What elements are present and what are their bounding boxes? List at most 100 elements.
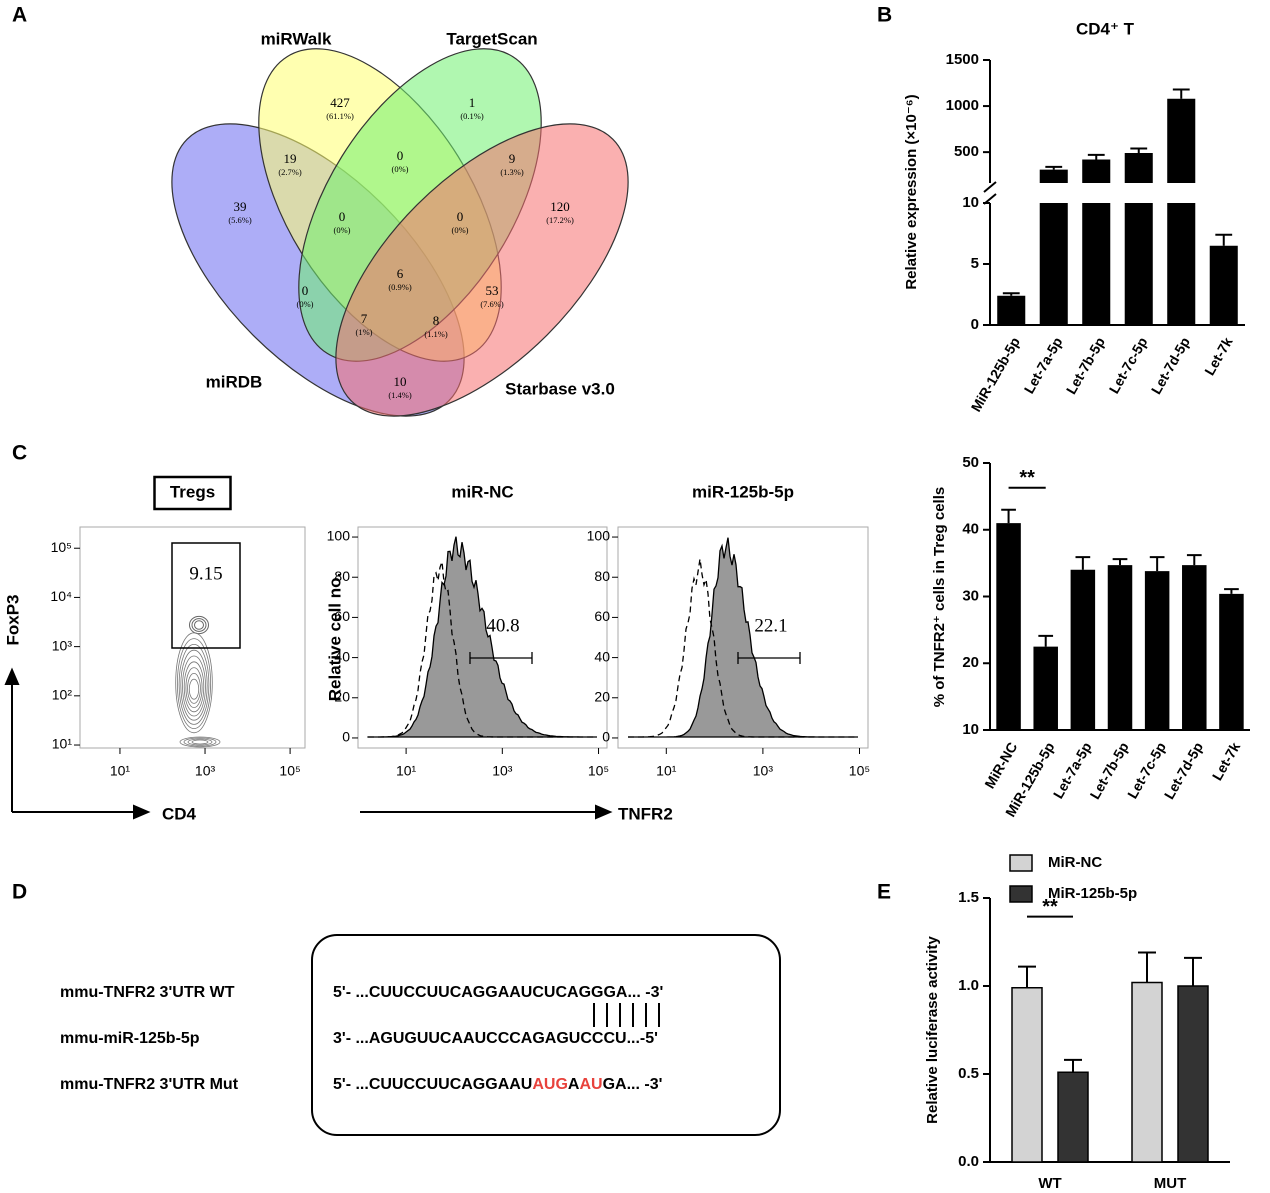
flow-arrows (4, 667, 613, 820)
bar (1057, 1071, 1089, 1163)
x-tick-label: 10³ (195, 763, 216, 779)
y-tick-label: 10¹ (52, 736, 73, 752)
sequence-part: A (568, 1076, 580, 1093)
sequence: 5'- ...CUUCCUUCAGGAAUCUCAGGGA... -3' (333, 984, 663, 1001)
y-tick-label: 20 (334, 688, 350, 704)
contour (194, 620, 204, 630)
contour (182, 655, 206, 717)
y-tick-label: 100 (587, 528, 611, 544)
y-tick-label: 0 (602, 729, 610, 745)
y-tick-label: 0.0 (958, 1153, 979, 1170)
gate-value: 40.8 (486, 615, 519, 636)
x-tick-label: 10⁵ (849, 763, 870, 779)
y-tick-label: 20 (594, 688, 610, 704)
significance: ** (1019, 467, 1035, 489)
axis-label: CD4 (162, 804, 197, 823)
error-bar (1112, 558, 1128, 566)
error-bar (1018, 965, 1036, 988)
contour (175, 632, 213, 734)
venn-percent: (0%) (297, 299, 314, 309)
venn-set-label: miRDB (206, 372, 263, 391)
contour (187, 738, 213, 746)
x-tick-label: MiR-NC (981, 739, 1020, 791)
x-tick-label: Let-7b-5p (1063, 334, 1108, 397)
venn-count: 0 (339, 209, 346, 224)
pairing-lines (593, 1003, 660, 1027)
contour (189, 615, 209, 635)
y-tick-label: 1.5 (958, 889, 979, 906)
y-tick-label: 80 (334, 568, 350, 584)
venn-set (335, 123, 629, 417)
error-bar (1002, 292, 1020, 296)
venn-set-label: TargetScan (446, 29, 537, 48)
x-tick-label: Let-7d-5p (1148, 334, 1193, 397)
y-tick-label: 10² (52, 687, 73, 703)
x-tick-label: WT (1038, 1175, 1061, 1192)
venn-count: 0 (397, 148, 404, 163)
gate (171, 542, 241, 649)
y-tick-label: 10⁴ (50, 588, 72, 604)
histogram (628, 537, 858, 738)
error-bar (1087, 153, 1105, 160)
bar (1039, 169, 1068, 325)
flow-plot: 10¹ 10³ 10⁵ 10¹ 10² 10³ 10⁴ 10⁵ 9.15 (50, 526, 306, 779)
panel-label: C (12, 442, 27, 465)
x-tick-label: 10¹ (110, 763, 131, 779)
bar (1144, 571, 1170, 730)
y-tick-label: 1.0 (958, 977, 979, 994)
flow-plot: 10¹ 10³ 10⁵ 0 20 40 60 80 100 22.1 (587, 526, 870, 779)
bar (1070, 569, 1096, 730)
x-tick-label: 10⁵ (279, 763, 300, 779)
y-tick-label: 40 (334, 648, 350, 664)
sequence-box (311, 934, 781, 1136)
x-tick-label: Let-7k (1201, 334, 1236, 378)
title-box (153, 475, 232, 511)
bar (1082, 159, 1111, 325)
bar (1107, 565, 1133, 730)
axis-break (983, 193, 997, 205)
panel-label: B (877, 4, 892, 27)
bar (1177, 985, 1209, 1163)
bar (1131, 981, 1163, 1163)
venn-count: 1 (469, 95, 476, 110)
venn-percent: (17.2%) (546, 215, 574, 225)
axis-break (983, 181, 997, 193)
venn-percent: (61.1%) (326, 111, 354, 121)
bar (997, 295, 1026, 325)
venn-count: 53 (486, 283, 499, 298)
x-tick-label: 10⁵ (588, 763, 609, 779)
venn-count: 39 (234, 199, 247, 214)
sequence-part: 5'- ...CUUCCUUCAGGAAU (333, 1076, 532, 1093)
error-bar (1186, 554, 1202, 566)
panel-label: A (12, 4, 27, 27)
panel-label: E (877, 881, 891, 904)
venn-percent: (0.9%) (388, 282, 412, 292)
venn-percent: (0%) (452, 225, 469, 235)
venn-count: 0 (302, 283, 309, 298)
venn-count: 120 (550, 199, 570, 214)
plot-frame (617, 526, 869, 749)
x-tick-label: MiR-125b-5p (968, 334, 1023, 414)
venn-count: 6 (397, 266, 404, 281)
y-tick-label: 80 (594, 568, 610, 584)
error-bar (1138, 951, 1156, 983)
error-bar (1149, 556, 1165, 572)
legend-swatch (1009, 854, 1033, 872)
axis-label: FoxP3 (3, 594, 22, 645)
x-tick-label: MUT (1154, 1175, 1187, 1192)
error-bar (1172, 88, 1190, 99)
venn-set-label: Starbase v3.0 (505, 379, 615, 398)
sequence-part: GA... -3' (603, 1076, 663, 1093)
sequence-part: AU (579, 1076, 602, 1093)
flow-plot: 10¹ 10³ 10⁵ 0 20 40 60 80 100 40.8 (327, 526, 609, 779)
legend-label: MiR-125b-5p (1048, 885, 1137, 902)
y-tick-label: 5 (971, 255, 979, 272)
legend-swatch (1009, 885, 1033, 903)
sequence: 3'- ...AGUGUUCAAUCCCAGAGUCCCU...-5' (333, 1030, 658, 1047)
venn-percent: (2.7%) (278, 167, 302, 177)
sequence-label: mmu-TNFR2 3'UTR WT (60, 984, 235, 1001)
contour (179, 736, 221, 748)
venn-percent: (1.3%) (500, 167, 524, 177)
error-bar (1001, 508, 1016, 524)
error-bar (1064, 1058, 1082, 1073)
